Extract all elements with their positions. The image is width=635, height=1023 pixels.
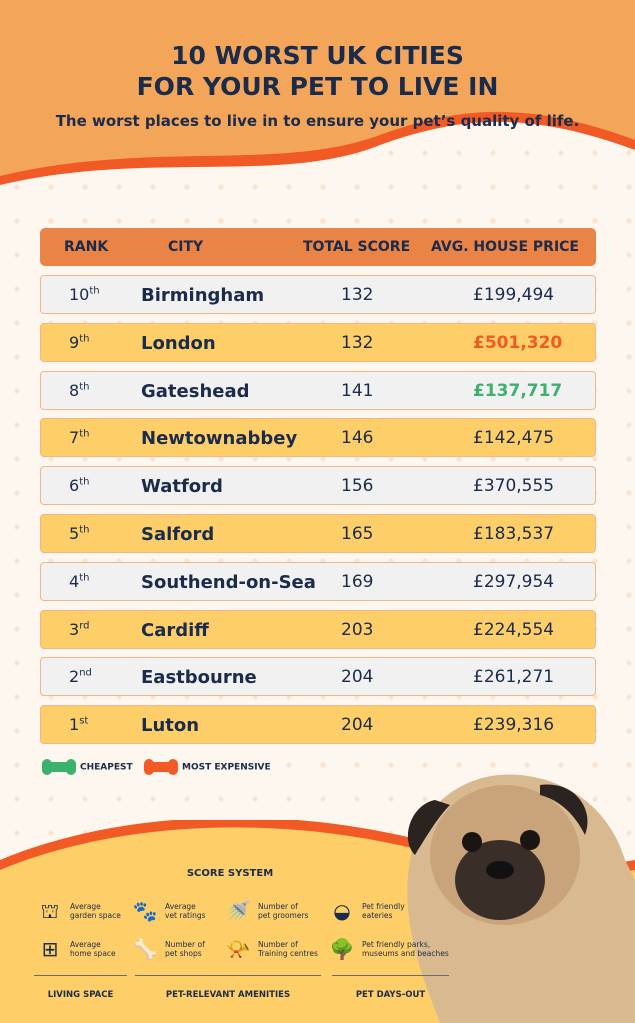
house-price: £239,316 (473, 715, 555, 736)
column-header-price: AVG. HOUSE PRICE (431, 239, 579, 255)
garden-icon: ⛫ (40, 898, 60, 923)
rank: 10th (69, 285, 100, 304)
total-score: 165 (341, 524, 374, 544)
score-item-label: Average vet ratings (165, 902, 206, 920)
house-price: £501,320 (473, 332, 563, 353)
group-pet-days-out: PET DAYS-OUT (355, 990, 426, 1000)
score-item-label: Number of pet shops (165, 940, 205, 958)
city-name: Eastbourne (141, 667, 257, 689)
floorplan-icon: ⊞ (41, 936, 59, 961)
rank: 4th (69, 571, 90, 591)
city-name: Gateshead (141, 380, 250, 402)
total-score: 169 (341, 571, 374, 592)
rank: 5th (69, 524, 90, 543)
house-price: £183,537 (473, 524, 555, 544)
pet-bowl-icon: ◒ (333, 898, 351, 923)
bone-icon (144, 759, 178, 775)
rank: 1st (69, 715, 89, 735)
table-row: 2nd Eastbourne 204 £261,271 (40, 657, 596, 697)
score-item: ⊞ Average home space (38, 938, 116, 960)
city-name: Salford (141, 524, 215, 545)
score-item: 📯 Number of Training centres (226, 938, 318, 960)
total-score: 141 (341, 380, 374, 401)
total-score: 132 (341, 285, 374, 305)
city-name: Watford (141, 476, 223, 498)
table-row: 8th Gateshead 141 £137,717 (40, 370, 596, 410)
page-subtitle: The worst places to live in to ensure yo… (55, 112, 580, 130)
column-header-rank: RANK (64, 239, 109, 255)
column-header-score: TOTAL SCORE (303, 239, 411, 255)
house-price: £261,271 (473, 667, 555, 688)
table-row: 1st Luton 204 £239,316 (40, 705, 596, 745)
group-living-space: LIVING SPACE (47, 990, 114, 1000)
score-item-label: Average garden space (70, 902, 121, 920)
header-banner (0, 0, 635, 185)
table-row: 4th Southend-on-Sea 169 £297,954 (40, 561, 596, 601)
table-row: 5th Salford 165 £183,537 (40, 514, 596, 553)
table-row: 7th Newtownabbey 146 £142,475 (40, 418, 596, 458)
legend-most-expensive: MOST EXPENSIVE (144, 759, 271, 775)
shower-icon: 🚿 (225, 898, 251, 923)
rank: 3rd (69, 619, 90, 639)
rank: 9th (69, 332, 90, 352)
house-price: £199,494 (473, 285, 555, 305)
score-system-title: SCORE SYSTEM (186, 868, 274, 879)
group-pet-relevant-amenities: PET-RELEVANT AMENITIES (165, 990, 291, 1000)
house-price: £297,954 (473, 571, 555, 592)
city-name: Cardiff (141, 619, 209, 641)
bone-icon (42, 759, 76, 775)
table-row: 9th London 132 £501,320 (40, 322, 596, 362)
score-item-label: Number of pet groomers (258, 902, 309, 920)
score-item-label: Number of Training centres (258, 940, 318, 958)
divider (332, 975, 449, 976)
total-score: 204 (341, 667, 374, 688)
total-score: 203 (341, 619, 374, 640)
total-score: 132 (341, 332, 374, 353)
city-name: Luton (141, 715, 200, 737)
trees-icon: 🌳 (329, 936, 355, 961)
house-price: £142,475 (473, 428, 555, 449)
divider (34, 975, 127, 976)
table-row: 6th Watford 156 £370,555 (40, 466, 596, 506)
city-name: Southend-on-Sea (141, 571, 316, 593)
house-price: £370,555 (473, 476, 555, 497)
divider (135, 975, 321, 976)
score-item: ⛫ Average garden space (38, 900, 121, 922)
page-title: 10 WORST UK CITIES FOR YOUR PET TO LIVE I… (136, 41, 499, 101)
score-item-label: Pet friendly parks, museums and beaches (362, 940, 449, 958)
city-name: Birmingham (141, 285, 265, 306)
total-score: 204 (341, 715, 374, 736)
total-score: 156 (341, 476, 374, 497)
city-name: London (141, 332, 216, 354)
score-item: 🌳 Pet friendly parks, museums and beaches (330, 938, 449, 960)
score-item-label: Average home space (70, 940, 116, 958)
table-row: 3rd Cardiff 203 £224,554 (40, 609, 596, 649)
rank: 7th (69, 428, 90, 448)
score-item: ◒ Pet friendly eateries (330, 898, 405, 923)
score-item: 🚿 Number of pet groomers (225, 898, 309, 923)
city-name: Newtownabbey (141, 428, 298, 450)
total-score: 146 (341, 428, 374, 449)
rank: 2nd (69, 667, 92, 687)
rank: 8th (69, 380, 90, 400)
column-header-city: CITY (168, 239, 204, 255)
score-item-label: Pet friendly eateries (362, 902, 405, 920)
whistle-icon: 📯 (225, 936, 251, 961)
rank: 6th (69, 476, 90, 496)
paw-medical-icon: 🐾 (132, 898, 158, 923)
bone-icon: 🦴 (132, 936, 158, 961)
table-header: RANK CITY TOTAL SCORE AVG. HOUSE PRICE (40, 228, 596, 266)
score-item: 🦴 Number of pet shops (133, 938, 205, 960)
house-price: £137,717 (473, 380, 563, 401)
pug-photo (407, 774, 635, 1023)
legend-cheapest: CHEAPEST (42, 759, 133, 775)
score-item: 🐾 Average vet ratings (133, 900, 206, 922)
house-price: £224,554 (473, 619, 555, 640)
table-row: 10th Birmingham 132 £199,494 (40, 275, 596, 314)
